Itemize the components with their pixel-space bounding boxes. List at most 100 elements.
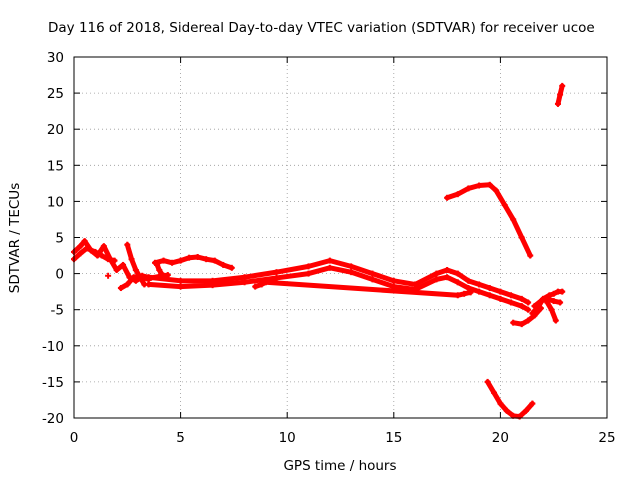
data-point <box>98 252 105 259</box>
data-point <box>105 256 112 263</box>
data-point <box>550 298 557 305</box>
data-point <box>433 270 440 277</box>
data-point <box>326 264 333 271</box>
series-segment <box>178 282 216 290</box>
data-point <box>348 269 355 276</box>
data-point <box>220 261 227 268</box>
series-segment <box>502 202 516 222</box>
series-segment <box>274 263 312 275</box>
grid <box>74 57 607 418</box>
data-point <box>83 245 90 252</box>
data-point <box>81 238 88 245</box>
data-point <box>124 281 131 288</box>
data-point <box>559 288 566 295</box>
y-axis-label: SDTVAR / TECUs <box>7 183 23 293</box>
data-point <box>145 281 152 288</box>
series-segment <box>493 188 508 208</box>
data-point <box>369 270 376 277</box>
data-point <box>454 279 461 286</box>
data-point <box>412 281 419 288</box>
data-point <box>77 250 84 257</box>
data-point <box>525 299 532 306</box>
series-segment <box>210 274 248 284</box>
data-point <box>326 257 333 264</box>
data-point <box>557 91 564 98</box>
series-segment <box>519 235 533 259</box>
data-point <box>454 191 461 198</box>
data-point <box>508 299 515 306</box>
x-tick-label: 5 <box>176 430 185 446</box>
data-point <box>258 281 265 288</box>
data-point <box>476 288 483 295</box>
series-segment <box>510 216 525 240</box>
data-point <box>117 285 124 292</box>
data-point <box>154 261 161 268</box>
data-point <box>493 187 500 194</box>
data-point <box>111 257 118 264</box>
series-segment <box>327 265 354 275</box>
data-point <box>241 274 248 281</box>
y-tick-label: 15 <box>47 158 64 174</box>
data-point <box>486 292 493 299</box>
data-point <box>177 283 184 290</box>
data-point <box>348 263 355 270</box>
data-point <box>444 274 451 281</box>
data-point <box>203 256 210 263</box>
data-points <box>71 82 566 420</box>
data-point <box>209 282 216 289</box>
data-point <box>105 272 112 279</box>
data-point <box>518 303 525 310</box>
data-point <box>497 295 504 302</box>
series-high-arc <box>444 182 533 259</box>
data-point <box>130 274 137 281</box>
data-point <box>497 288 504 295</box>
data-point <box>518 321 525 328</box>
data-point <box>169 259 176 266</box>
data-point <box>465 185 472 192</box>
series-segment <box>523 401 535 414</box>
data-point <box>77 243 84 250</box>
y-tick-label: -15 <box>42 375 64 391</box>
y-tick-label: -20 <box>42 411 64 427</box>
data-point <box>433 276 440 283</box>
data-point <box>444 194 451 201</box>
data-point <box>262 279 269 286</box>
data-point <box>491 389 498 396</box>
x-axis-label: GPS time / hours <box>283 458 396 474</box>
data-point <box>211 257 218 264</box>
y-tick-label: 20 <box>47 122 64 138</box>
data-point <box>522 407 529 414</box>
data-point <box>501 202 508 209</box>
y-tick-label: 10 <box>47 194 64 210</box>
data-point <box>186 254 193 261</box>
series-segment <box>369 271 397 284</box>
data-point <box>486 181 493 188</box>
data-point <box>510 216 517 223</box>
series-segment <box>327 258 354 269</box>
y-tick-label: 5 <box>55 231 64 247</box>
data-point <box>467 289 474 296</box>
data-point <box>120 261 127 268</box>
data-point <box>476 182 483 189</box>
data-point <box>132 266 139 273</box>
data-point <box>518 234 525 241</box>
series-segment <box>306 265 333 277</box>
series-segment <box>532 305 544 318</box>
y-tick-label: 30 <box>47 50 64 66</box>
data-point <box>554 100 561 107</box>
series-segment <box>391 284 418 292</box>
data-point <box>476 281 483 288</box>
x-tick-label: 25 <box>598 430 615 446</box>
series-segment <box>348 269 375 282</box>
data-point <box>305 263 312 270</box>
data-point <box>484 378 491 385</box>
data-point <box>548 306 555 313</box>
data-point <box>113 266 120 273</box>
data-point <box>128 256 135 263</box>
x-tick-label: 15 <box>385 430 402 446</box>
data-point <box>461 290 468 297</box>
data-point <box>510 319 517 326</box>
y-tick-label: 0 <box>55 267 64 283</box>
data-point <box>531 303 538 310</box>
data-point <box>177 277 184 284</box>
